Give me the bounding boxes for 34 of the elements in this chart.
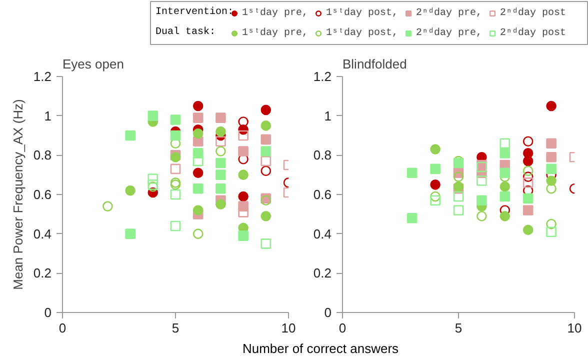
legend-label: 2ⁿᵈday pre, xyxy=(416,26,482,40)
y-axis-title: Mean Power Frequency_AX (Hz) xyxy=(10,99,26,290)
chart-title: Eyes open xyxy=(62,56,124,72)
y-tick-label: 0.2 xyxy=(33,266,52,281)
chart-title: Blindfolded xyxy=(342,56,407,72)
text: Intervention: xyxy=(156,6,234,18)
text: Dual task: xyxy=(156,26,216,38)
x-tick-label: 0 xyxy=(338,320,346,336)
x-tick-label: 0 xyxy=(58,320,66,336)
x-axis-title: Number of correct answers xyxy=(242,341,400,356)
x-tick-label: 5 xyxy=(454,320,462,336)
y-tick-label: 0.6 xyxy=(33,187,52,202)
y-tick-label: 0.4 xyxy=(313,226,332,242)
legend-label: 1ˢᵗday post, xyxy=(326,6,398,20)
y-tick-label: 0 xyxy=(44,305,52,320)
x-tick-label: 5 xyxy=(172,320,180,336)
y-tick-label: 0.4 xyxy=(33,226,52,242)
legend-label: 2ⁿᵈday post xyxy=(500,26,566,40)
legend-label: 1ˢᵗday post, xyxy=(326,26,398,40)
y-tick-label: 0.2 xyxy=(313,266,332,281)
y-tick-label: 1.2 xyxy=(33,69,52,84)
legend-label: 1ˢᵗday pre, xyxy=(242,6,308,20)
legend-label: 2ⁿᵈday pre, xyxy=(416,6,482,20)
legend-label: 2ⁿᵈday post xyxy=(500,6,566,20)
y-tick-label: 0 xyxy=(324,305,332,320)
y-tick-label: 0.8 xyxy=(313,148,332,163)
y-tick-label: 1.2 xyxy=(313,69,332,84)
y-tick-label: 0.6 xyxy=(313,187,332,202)
x-tick-label: 10 xyxy=(281,320,296,336)
x-tick-label: 10 xyxy=(567,320,582,336)
legend-label: 1ˢᵗday pre, xyxy=(242,26,308,40)
y-tick-label: 1 xyxy=(324,108,332,124)
y-tick-label: 1 xyxy=(44,108,52,124)
y-tick-label: 0.8 xyxy=(33,148,52,163)
